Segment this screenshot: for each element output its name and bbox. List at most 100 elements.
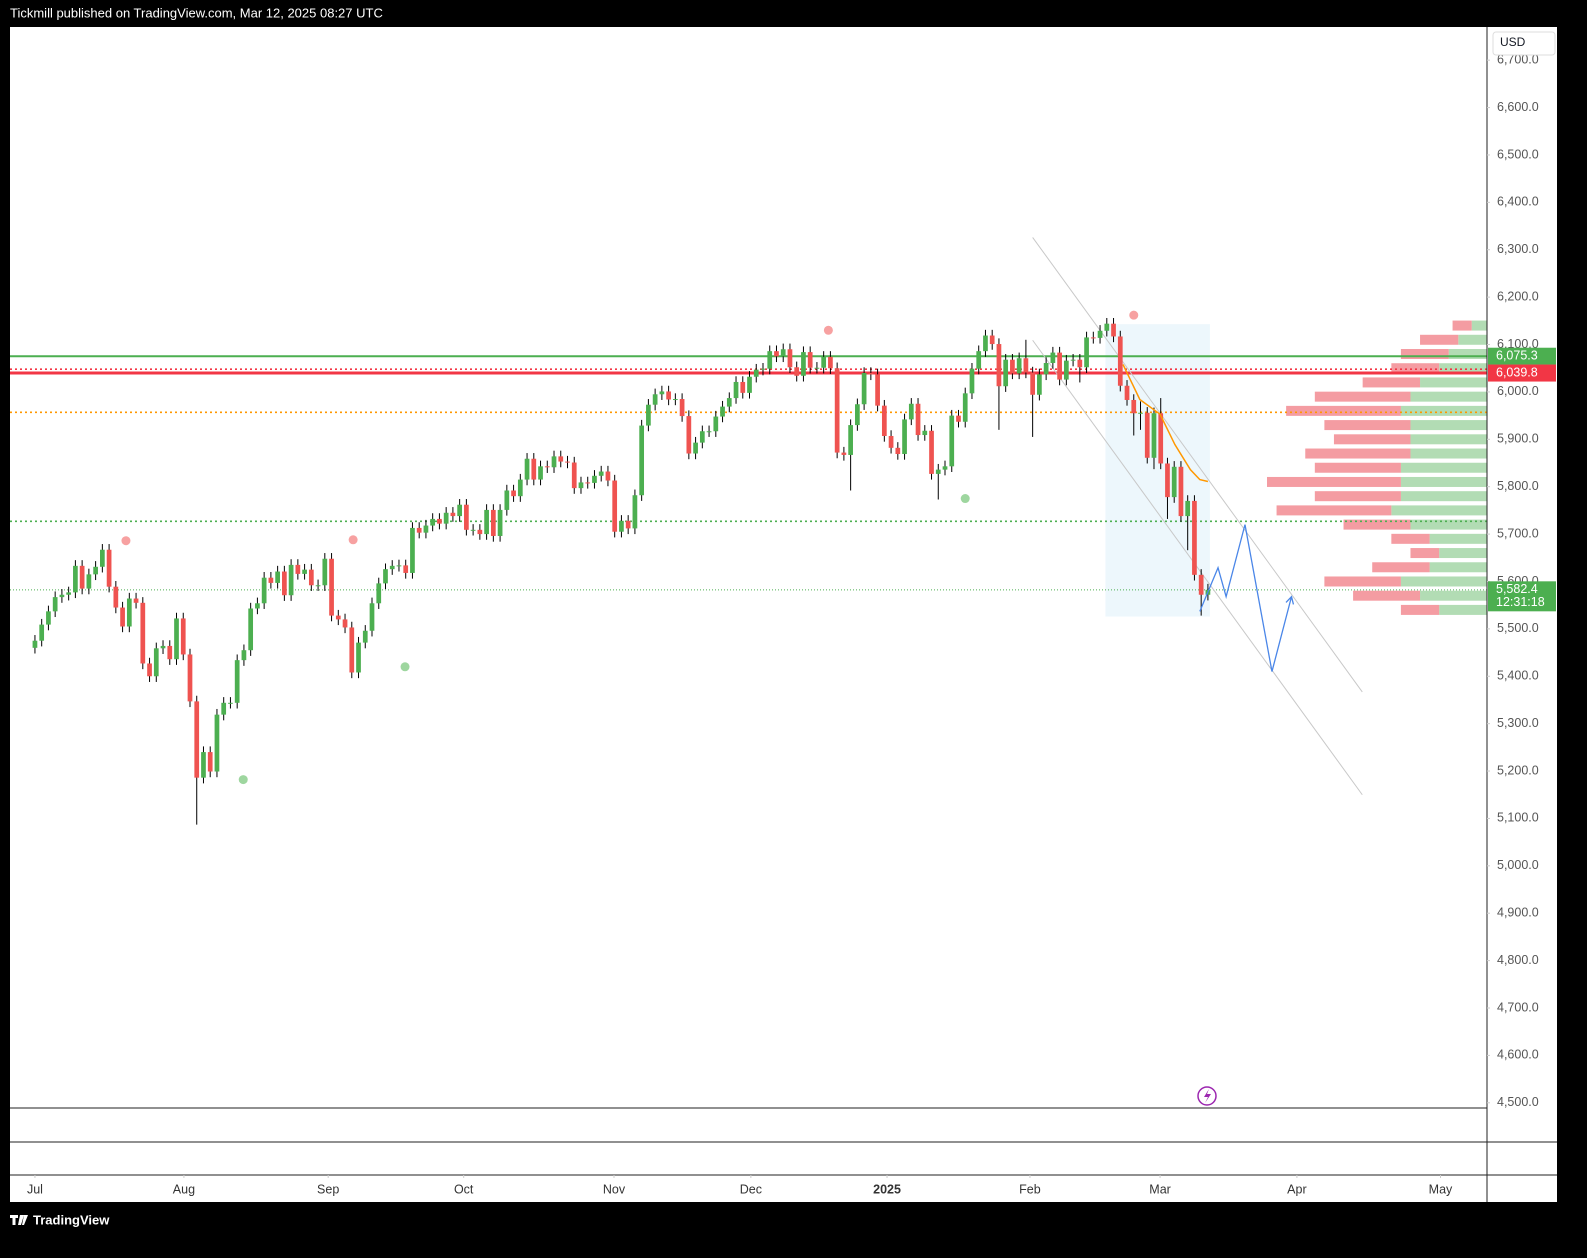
- candle-body: [1165, 463, 1170, 498]
- candle-body: [747, 376, 752, 393]
- volume-down: [1362, 377, 1421, 388]
- volume-up: [1410, 391, 1487, 402]
- x-tick-label: Dec: [740, 1182, 762, 1196]
- volume-down: [1324, 576, 1401, 587]
- candle-body: [1158, 413, 1164, 464]
- price-label-box: [1488, 347, 1556, 365]
- chart-area: [10, 27, 1557, 1202]
- volume-up: [1400, 491, 1487, 502]
- candle-body: [120, 607, 125, 627]
- candle-body: [989, 335, 995, 345]
- candle-body: [956, 415, 961, 422]
- volume-down: [1324, 420, 1411, 431]
- candle-body: [848, 425, 853, 455]
- candle-body: [59, 594, 65, 598]
- candle-body: [787, 349, 793, 368]
- y-tick-label: 6,700.0: [1497, 52, 1539, 66]
- price-label: 6,075.3: [1496, 349, 1538, 363]
- candle-body: [625, 520, 631, 529]
- y-tick-label: 5,100.0: [1497, 811, 1539, 825]
- candle-body: [46, 611, 51, 625]
- y-tick-label: 6,000.0: [1497, 384, 1539, 398]
- y-tick-label: 6,100.0: [1497, 337, 1539, 351]
- volume-down: [1267, 476, 1401, 487]
- candle-body: [174, 618, 179, 660]
- candle-body: [470, 529, 476, 531]
- candle-body: [969, 368, 975, 394]
- currency-box[interactable]: [1492, 31, 1556, 56]
- candle-body: [908, 403, 914, 420]
- price-label: 5,582.4: [1496, 582, 1538, 596]
- candle-body: [619, 520, 624, 532]
- candle-body: [821, 356, 827, 368]
- volume-down: [1333, 434, 1411, 445]
- candle-body: [410, 527, 415, 573]
- price-label: 6,039.8: [1496, 365, 1538, 379]
- candle-body: [881, 405, 887, 436]
- candle-body: [726, 398, 732, 407]
- y-tick-label: 6,200.0: [1497, 289, 1539, 303]
- candle-body: [302, 569, 307, 574]
- pivot-low: [238, 775, 248, 785]
- x-tick-label: Jul: [27, 1182, 43, 1196]
- candle-body: [282, 571, 287, 596]
- candle-body: [221, 702, 227, 715]
- candle-body: [228, 702, 233, 704]
- candle-body: [679, 399, 685, 417]
- y-tick-label: 4,500.0: [1497, 1095, 1539, 1109]
- y-tick-label: 4,600.0: [1497, 1048, 1539, 1062]
- candle-body: [194, 701, 200, 778]
- candle-body: [450, 512, 456, 517]
- candle-body: [646, 404, 651, 426]
- volume-up: [1391, 505, 1487, 516]
- candle-body: [93, 566, 98, 575]
- candle-body: [1138, 412, 1143, 414]
- candle-body: [490, 509, 496, 536]
- candle-body: [66, 592, 72, 595]
- volume-down: [1314, 391, 1411, 402]
- volume-up: [1471, 320, 1487, 331]
- volume-down: [1410, 548, 1440, 559]
- candle-body: [32, 640, 38, 648]
- candle-body: [106, 549, 112, 587]
- lightning-icon[interactable]: [1197, 1086, 1217, 1106]
- price-label-box: [1488, 364, 1556, 382]
- candle-body: [740, 381, 746, 393]
- candle-body: [73, 565, 78, 593]
- candle-body: [180, 618, 186, 655]
- candle-body: [403, 565, 409, 573]
- candle-body: [639, 425, 645, 496]
- candle-body: [207, 752, 213, 772]
- candle-body: [99, 549, 105, 567]
- candle-body: [140, 602, 146, 664]
- y-tick-label: 5,700.0: [1497, 526, 1539, 540]
- volume-up: [1439, 548, 1487, 559]
- candle-body: [733, 381, 739, 399]
- candle-body: [464, 504, 469, 530]
- candle-body: [201, 752, 206, 778]
- candle-body: [571, 462, 577, 489]
- candle-body: [342, 619, 348, 628]
- volume-up: [1458, 334, 1487, 345]
- candle-body: [1010, 359, 1015, 374]
- candle-body: [699, 431, 705, 443]
- volume-down: [1314, 491, 1401, 502]
- volume-down: [1353, 590, 1421, 601]
- volume-down: [1276, 505, 1392, 516]
- candle-body: [511, 490, 516, 497]
- candle-body: [753, 369, 759, 377]
- volume-down: [1391, 363, 1440, 374]
- candle-body: [1117, 336, 1123, 386]
- candle-body: [430, 518, 436, 526]
- candle-body: [322, 558, 328, 586]
- candle-body: [1084, 337, 1089, 368]
- candle-body: [295, 564, 301, 574]
- candle-body: [362, 630, 368, 643]
- y-tick-label: 4,900.0: [1497, 906, 1539, 920]
- candle-body: [1037, 374, 1042, 395]
- candle-body: [774, 351, 779, 357]
- candle-body: [1131, 399, 1137, 414]
- volume-up: [1410, 519, 1487, 530]
- y-tick-label: 5,300.0: [1497, 716, 1539, 730]
